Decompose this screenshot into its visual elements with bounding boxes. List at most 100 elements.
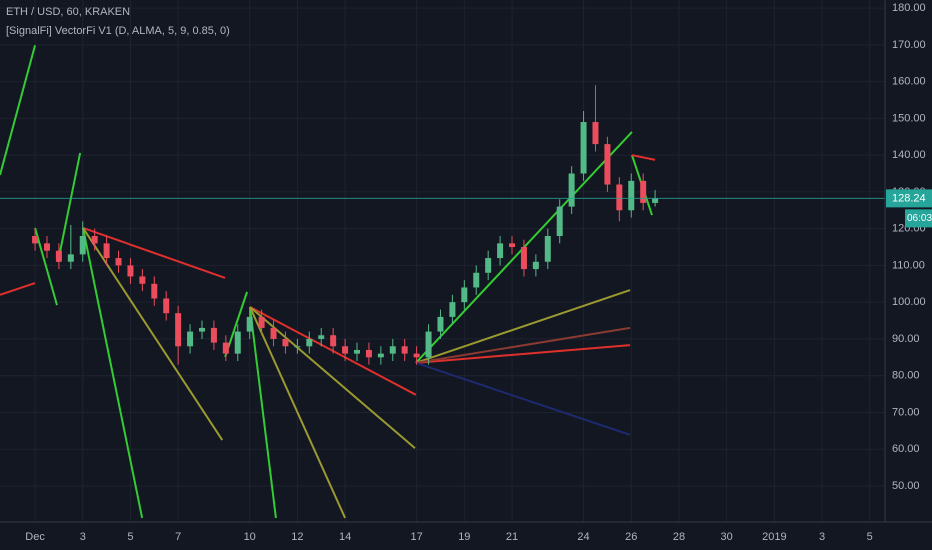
x-tick-label: 26 (625, 531, 637, 543)
y-tick-label: 170.00 (892, 39, 926, 51)
countdown-label: 06:03 (907, 213, 932, 224)
vector-line (249, 306, 416, 449)
candle-body (640, 180, 647, 203)
candle-body (67, 254, 74, 262)
vectors (0, 44, 656, 519)
last-price-box (886, 189, 932, 208)
candle-body (449, 302, 456, 317)
candle-body (139, 276, 146, 284)
candle-body (115, 258, 122, 266)
y-tick-label: 140.00 (892, 149, 926, 161)
x-tick-label: 12 (291, 531, 303, 543)
candle-body (377, 353, 384, 358)
candle-body (461, 287, 468, 303)
vector-line (415, 361, 631, 436)
vector-line (0, 282, 36, 296)
candle-body (187, 331, 194, 347)
y-tick-label: 60.00 (892, 443, 920, 455)
vector-line (631, 154, 656, 161)
x-tick-label: 3 (80, 531, 86, 543)
candle-body (342, 346, 349, 354)
last-price-label: 128.24 (892, 192, 926, 204)
candle-body (520, 247, 527, 270)
candle-body (222, 342, 229, 354)
candle-body (198, 327, 205, 332)
vector-line (0, 44, 37, 176)
vector-line (56, 152, 82, 263)
candle-body (568, 173, 575, 207)
candle-body (258, 316, 265, 328)
candle-body (55, 250, 62, 262)
candle-body (163, 298, 170, 314)
candle-body (91, 236, 98, 244)
x-tick-label: 10 (244, 531, 256, 543)
chart-title: ETH / USD, 60, KRAKEN (6, 6, 130, 18)
candle-body (127, 265, 134, 277)
vector-line (415, 344, 631, 364)
candles (0, 85, 885, 365)
candle-body (79, 236, 86, 255)
y-tick-label: 160.00 (892, 76, 926, 88)
vector-line (415, 326, 631, 364)
vector-line (415, 289, 631, 364)
vector-line (248, 306, 277, 519)
candle-body (580, 122, 587, 174)
candle-body (330, 335, 337, 347)
x-tick-label: 30 (721, 531, 733, 543)
x-tick-label: 19 (458, 531, 470, 543)
candle-body (389, 346, 396, 354)
vector-line (34, 227, 58, 306)
candle-body (365, 349, 372, 358)
x-tick-label: 5 (867, 531, 873, 543)
y-tick-label: 70.00 (892, 406, 920, 418)
candle-body (282, 338, 289, 347)
x-tick-label: 2019 (762, 531, 786, 543)
vector-line (249, 306, 346, 519)
candle-body (210, 327, 217, 343)
candle-body (604, 144, 611, 185)
candle-body (151, 283, 158, 299)
candle-body (437, 316, 444, 332)
candle-body (497, 243, 504, 259)
candle-body (509, 243, 516, 248)
candle-body (473, 272, 480, 288)
candle-body (175, 313, 182, 347)
y-tick-label: 110.00 (892, 259, 925, 271)
vector-line (82, 227, 144, 519)
x-tick-label: Dec (25, 531, 45, 543)
candle-body (401, 346, 408, 354)
y-tick-label: 90.00 (892, 333, 920, 345)
candle-body (425, 331, 432, 358)
candle-body (652, 198, 659, 203)
candle-body (246, 316, 253, 332)
candle-body (103, 243, 110, 259)
x-tick-label: 5 (127, 531, 133, 543)
y-tick-label: 80.00 (892, 370, 920, 382)
x-tick-label: 7 (175, 531, 181, 543)
candle-body (628, 180, 635, 211)
candle-body (354, 349, 361, 354)
x-tick-label: 28 (673, 531, 685, 543)
candle-body (43, 243, 50, 251)
candle-body (616, 184, 623, 211)
axes: 180.00170.00160.00150.00140.00130.00120.… (25, 2, 932, 543)
candle-body (294, 346, 301, 348)
candle-body (413, 353, 420, 358)
candle-body (532, 261, 539, 270)
candle-body (556, 206, 563, 237)
indicator-label: [SignalFi] VectorFi V1 (D, ALMA, 5, 9, 0… (6, 25, 230, 37)
candle-body (234, 331, 241, 354)
x-tick-label: 24 (577, 531, 589, 543)
x-tick-label: 21 (506, 531, 518, 543)
x-tick-label: 17 (410, 531, 422, 543)
candle-body (544, 236, 551, 262)
y-tick-label: 180.00 (892, 2, 926, 14)
countdown-box (905, 209, 932, 228)
y-tick-label: 50.00 (892, 480, 920, 492)
x-tick-label: 3 (819, 531, 825, 543)
y-tick-label: 150.00 (892, 112, 926, 124)
candle-body (32, 236, 39, 244)
candle-body (318, 335, 325, 339)
